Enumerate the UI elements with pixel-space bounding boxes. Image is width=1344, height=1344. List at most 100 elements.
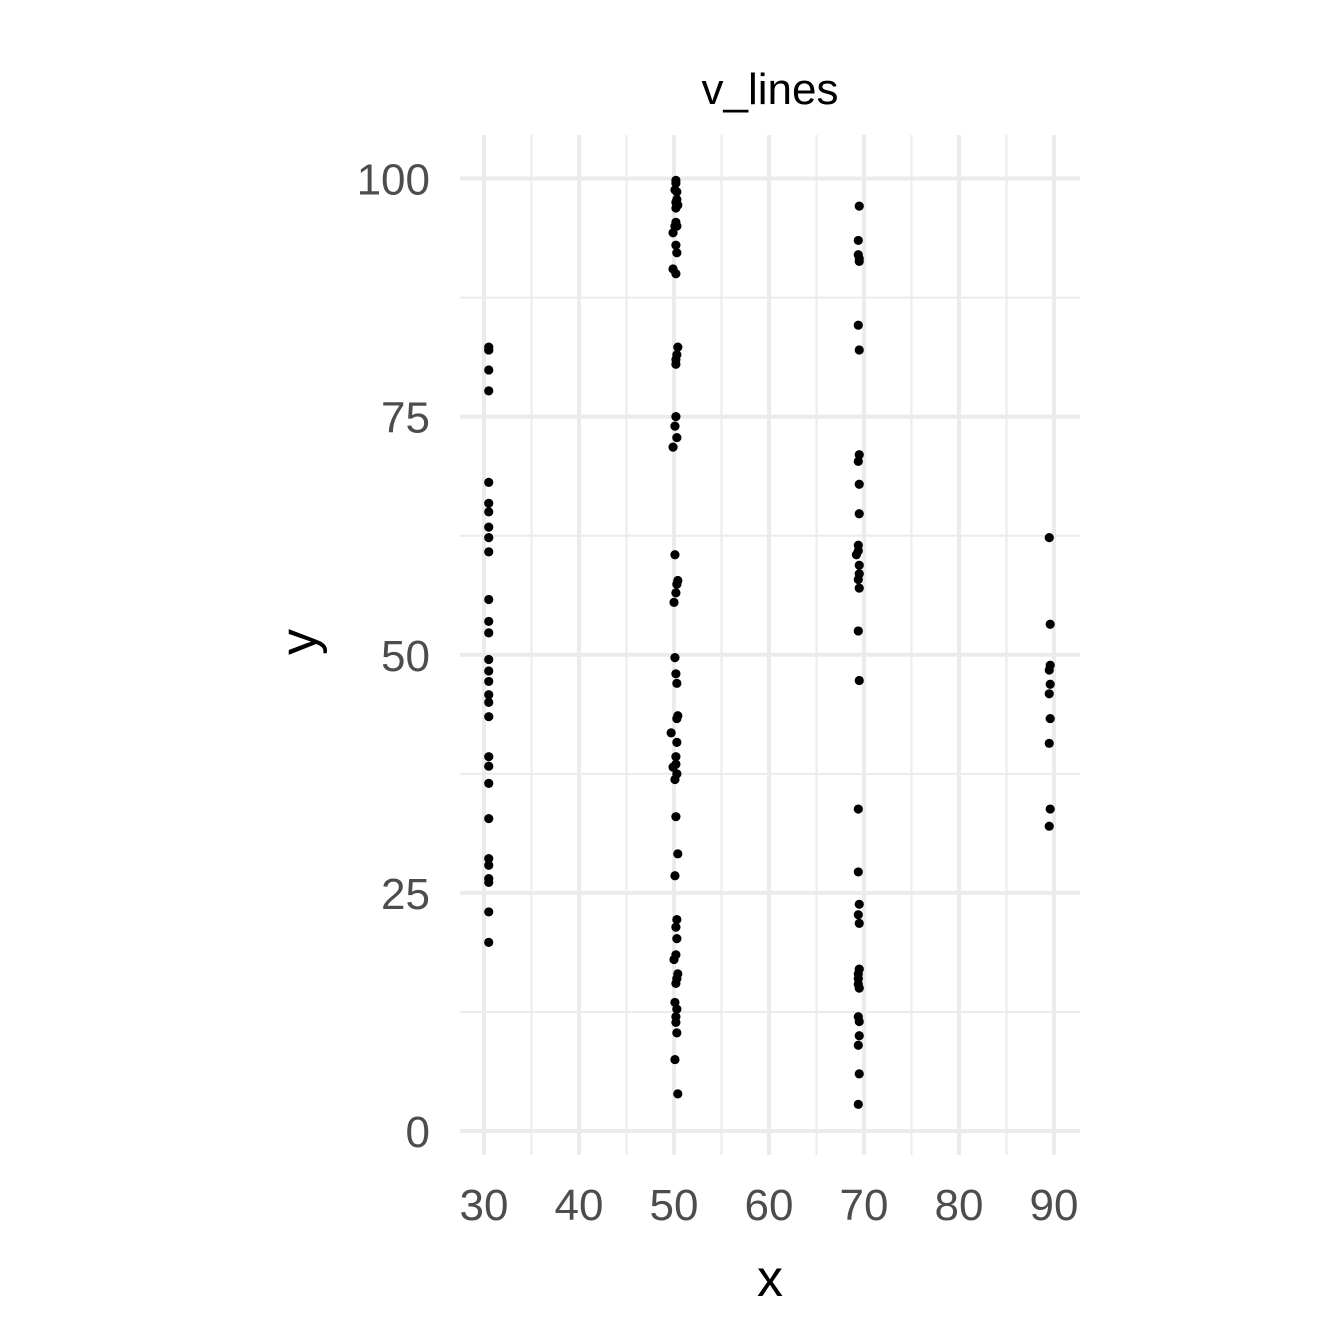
data-point — [484, 778, 494, 788]
data-point — [671, 588, 681, 598]
data-point — [672, 737, 682, 747]
y-axis-title: y — [270, 629, 328, 655]
y-tick-label: 50 — [381, 632, 430, 681]
data-point — [671, 269, 681, 279]
x-axis-ticks: 30 40 50 60 70 80 90 — [460, 1181, 1079, 1230]
data-point — [671, 412, 681, 422]
x-tick-label: 40 — [555, 1181, 604, 1230]
data-point — [854, 918, 864, 928]
data-point — [484, 937, 494, 948]
x-tick-label: 30 — [460, 1181, 509, 1230]
data-point — [853, 1040, 863, 1050]
data-point — [672, 194, 682, 205]
data-point — [671, 203, 681, 213]
data-points — [484, 175, 1055, 1109]
data-point — [1045, 713, 1055, 724]
data-point — [854, 560, 864, 570]
data-point — [672, 1028, 682, 1038]
data-point — [668, 228, 678, 238]
data-point — [1045, 619, 1055, 629]
data-point — [484, 522, 494, 532]
data-point — [670, 1054, 680, 1065]
data-point — [484, 628, 494, 638]
data-point — [484, 690, 494, 700]
data-point — [668, 762, 678, 772]
chart-title: v_lines — [702, 65, 839, 114]
x-tick-label: 50 — [650, 1181, 699, 1230]
grid — [460, 135, 1080, 1155]
data-point — [670, 871, 680, 881]
data-point — [672, 248, 682, 258]
data-point — [1044, 665, 1054, 675]
data-point — [673, 849, 683, 859]
data-point — [484, 877, 494, 887]
data-point — [672, 432, 682, 443]
data-point — [484, 761, 494, 771]
data-point — [670, 653, 680, 663]
data-point — [670, 550, 680, 560]
y-tick-label: 25 — [381, 870, 430, 919]
y-tick-label: 100 — [357, 156, 430, 205]
data-point — [854, 201, 864, 211]
data-point — [671, 669, 681, 679]
data-point — [854, 479, 864, 489]
data-point — [484, 345, 494, 355]
data-point — [673, 1089, 683, 1099]
data-point — [484, 547, 494, 557]
x-tick-label: 60 — [745, 1181, 794, 1230]
data-point — [854, 1016, 864, 1027]
x-tick-label: 70 — [840, 1181, 889, 1230]
data-point — [671, 217, 681, 227]
data-point — [484, 498, 494, 508]
data-point — [484, 676, 494, 687]
data-point — [670, 185, 680, 195]
data-point — [484, 697, 494, 707]
data-point — [484, 477, 494, 487]
data-point — [673, 342, 683, 352]
data-point — [853, 1099, 863, 1109]
data-point — [853, 320, 863, 330]
data-point — [484, 594, 494, 605]
data-point — [484, 532, 494, 543]
data-point — [672, 713, 682, 724]
y-tick-label: 0 — [406, 1108, 430, 1157]
data-point — [484, 386, 494, 396]
y-tick-label: 75 — [381, 394, 430, 443]
data-point — [669, 954, 679, 965]
data-point — [484, 365, 494, 375]
data-point — [853, 456, 863, 466]
data-point — [669, 597, 679, 607]
data-point — [672, 914, 682, 925]
data-point — [484, 654, 494, 665]
data-point — [854, 345, 864, 355]
data-point — [671, 240, 681, 250]
data-point — [1044, 689, 1054, 699]
data-point — [854, 675, 864, 686]
data-point — [671, 978, 681, 988]
data-point — [671, 1017, 681, 1028]
data-point — [671, 752, 681, 762]
data-point — [672, 579, 682, 589]
y-axis-ticks: 0 25 50 75 100 — [357, 156, 430, 1158]
data-point — [1044, 821, 1054, 831]
data-point — [853, 235, 863, 246]
data-point — [854, 983, 864, 993]
data-point — [484, 860, 494, 870]
data-point — [1044, 532, 1054, 543]
data-point — [672, 678, 682, 688]
data-point — [854, 1069, 864, 1079]
x-tick-label: 90 — [1030, 1181, 1079, 1230]
data-point — [672, 933, 682, 944]
data-point — [672, 1004, 682, 1014]
data-point — [484, 907, 494, 917]
data-point — [668, 442, 678, 452]
data-point — [484, 666, 494, 676]
data-point — [854, 509, 864, 519]
data-point — [853, 574, 863, 585]
data-point — [666, 728, 676, 738]
data-point — [671, 922, 681, 932]
data-point — [670, 774, 680, 785]
data-point — [853, 804, 863, 814]
data-point — [1045, 679, 1055, 689]
